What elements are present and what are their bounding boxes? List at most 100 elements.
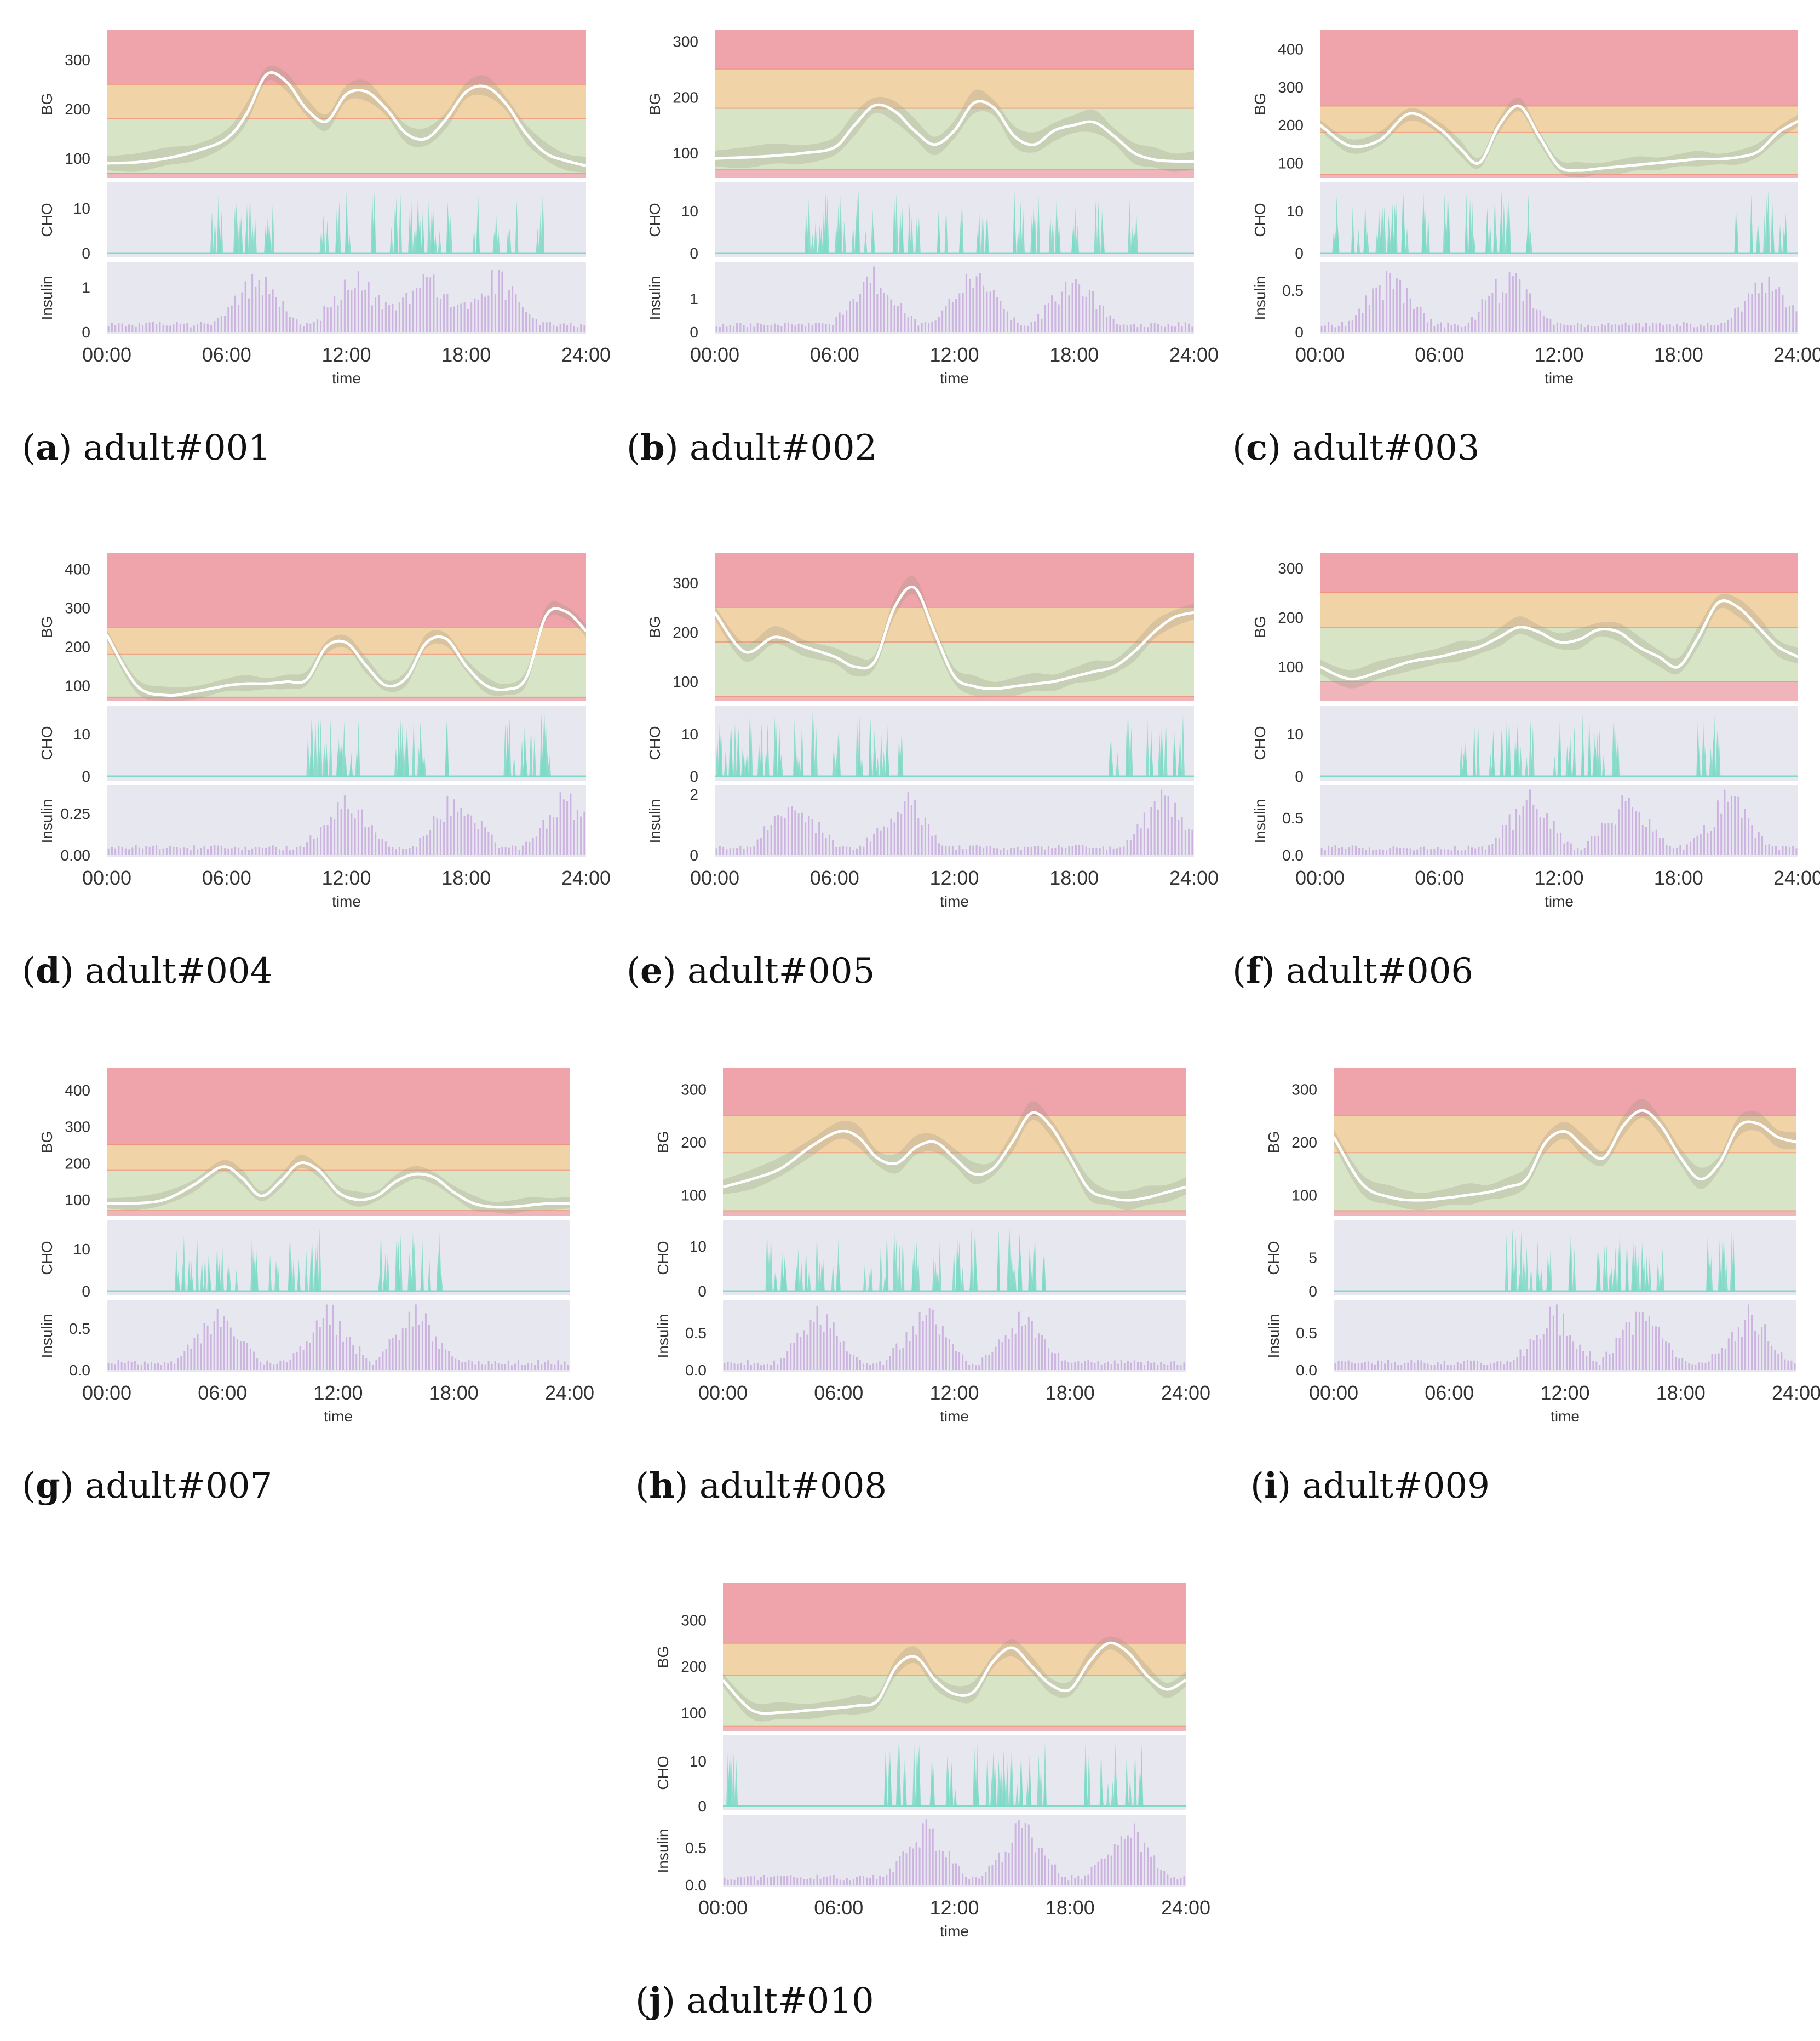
bg-tick-label-g-1: 200 xyxy=(65,1155,90,1172)
insulin-bar-j-100 xyxy=(1054,1864,1057,1885)
insulin-bar-d-64 xyxy=(326,825,329,855)
insulin-bar-e-21 xyxy=(787,807,789,855)
cho-spike-i-3-0 xyxy=(1539,1266,1543,1291)
insulin-bar-i-83 xyxy=(1609,1354,1611,1370)
cho-spike-j-8-5 xyxy=(998,1785,1002,1806)
insulin-bar-d-137 xyxy=(576,810,578,855)
insulin-bar-b-30 xyxy=(818,323,820,332)
cho-spike-b-10-3 xyxy=(1016,231,1020,253)
insulin-bar-h-121 xyxy=(1123,1363,1126,1370)
insulin-bar-g-33 xyxy=(216,1309,219,1370)
insulin-bar-f-8 xyxy=(1348,847,1350,855)
insulin-bar-e-11 xyxy=(753,846,755,855)
insulin-bar-b-136 xyxy=(1181,326,1183,332)
insulin-bar-i-78 xyxy=(1592,1361,1594,1370)
cho-spike-g-8-2 xyxy=(305,1251,308,1291)
insulin-bar-h-9 xyxy=(753,1363,755,1370)
insulin-bar-a-37 xyxy=(234,295,236,332)
insulin-bar-c-133 xyxy=(1775,289,1777,332)
insulin-bar-a-97 xyxy=(439,299,441,332)
insulin-bar-b-49 xyxy=(883,293,885,332)
insulin-bar-d-109 xyxy=(480,821,483,855)
insulin-bar-c-102 xyxy=(1669,324,1671,332)
insulin-bar-a-33 xyxy=(220,316,222,332)
insulin-bar-i-34 xyxy=(1446,1365,1449,1370)
bg-zone-hyper-severe-f xyxy=(1320,553,1798,593)
insulin-tick-label-g-1: 0.5 xyxy=(69,1320,90,1337)
insulin-bar-h-52 xyxy=(895,1343,898,1370)
bg-zone-hypo-d xyxy=(107,697,586,701)
bg-zone-hyper-f xyxy=(1320,593,1798,627)
insulin-bar-a-106 xyxy=(470,302,473,332)
insulin-plot-area-j xyxy=(723,1815,1186,1887)
insulin-bar-b-97 xyxy=(1047,303,1049,332)
insulin-bar-b-16 xyxy=(770,325,772,332)
cho-spike-h-9-4 xyxy=(916,1258,920,1291)
insulin-bar-h-85 xyxy=(1004,1335,1007,1370)
bg-zone-hypo-i xyxy=(1334,1211,1796,1216)
insulin-tick-label-e-0: 0 xyxy=(690,847,698,864)
insulin-bar-i-125 xyxy=(1747,1304,1749,1370)
bg-tick-label-h-0: 100 xyxy=(681,1186,707,1203)
insulin-bar-j-72 xyxy=(962,1873,964,1885)
insulin-bar-f-5 xyxy=(1337,848,1340,855)
insulin-bar-c-24 xyxy=(1403,303,1405,332)
cho-spike-c-4-4 xyxy=(1388,226,1392,253)
time-xlabel-e: time xyxy=(940,893,969,910)
insulin-bar-d-88 xyxy=(409,848,411,855)
cho-ylabel-i: CHO xyxy=(1265,1241,1282,1275)
insulin-bar-d-54 xyxy=(292,849,295,855)
insulin-bar-h-94 xyxy=(1034,1338,1036,1370)
insulin-bar-a-27 xyxy=(200,322,202,332)
cho-spike-b-11-2 xyxy=(1037,194,1041,253)
insulin-bar-j-2 xyxy=(730,1879,732,1885)
cho-spike-i-7-2 xyxy=(1625,1243,1629,1291)
insulin-bar-a-136 xyxy=(573,326,575,332)
cho-ylabel-h: CHO xyxy=(654,1241,671,1275)
insulin-bar-d-17 xyxy=(165,847,168,855)
insulin-bar-i-92 xyxy=(1638,1311,1640,1370)
insulin-bar-i-90 xyxy=(1632,1334,1634,1370)
insulin-bar-b-61 xyxy=(924,322,926,332)
insulin-bar-h-43 xyxy=(866,1363,868,1370)
insulin-bar-b-19 xyxy=(780,326,783,332)
caption-text-i: adult#009 xyxy=(1302,1466,1490,1506)
insulin-bar-c-42 xyxy=(1464,326,1466,332)
insulin-bar-d-16 xyxy=(162,848,164,855)
insulin-bar-f-116 xyxy=(1716,800,1719,855)
insulin-bar-c-27 xyxy=(1413,309,1415,332)
insulin-bar-g-56 xyxy=(292,1353,295,1370)
cho-spike-a-11-4 xyxy=(438,231,441,253)
insulin-bar-a-87 xyxy=(405,293,407,332)
insulin-bar-j-16 xyxy=(777,1875,779,1885)
insulin-bar-h-119 xyxy=(1117,1363,1119,1370)
insulin-bar-f-123 xyxy=(1741,818,1743,855)
insulin-bar-e-9 xyxy=(746,846,748,855)
insulin-bar-i-111 xyxy=(1701,1362,1703,1370)
cho-spike-c-13-2 xyxy=(1735,210,1739,253)
bg-ylabel-i: BG xyxy=(1265,1131,1282,1153)
insulin-bar-c-120 xyxy=(1730,318,1732,332)
time-tick-label-a-0: 00:00 xyxy=(82,343,131,366)
time-xlabel-a: time xyxy=(332,370,361,387)
insulin-bar-h-90 xyxy=(1021,1326,1023,1370)
cho-spike-j-9-1 xyxy=(1010,1756,1014,1806)
insulin-bar-i-38 xyxy=(1460,1363,1462,1370)
insulin-bar-f-10 xyxy=(1354,845,1357,855)
cho-spike-c-1-0 xyxy=(1357,230,1360,253)
cho-spike-a-4-2 xyxy=(325,220,329,253)
insulin-tick-label-i-1: 0.5 xyxy=(1296,1325,1317,1341)
insulin-bar-b-105 xyxy=(1075,279,1077,332)
bg-zone-hyper-h xyxy=(723,1115,1186,1153)
insulin-bar-j-21 xyxy=(793,1877,795,1885)
insulin-bar-j-108 xyxy=(1081,1879,1083,1885)
cho-spike-j-15-2 xyxy=(1125,1754,1129,1806)
insulin-bar-g-85 xyxy=(388,1339,391,1370)
cho-tick-label-j-1: 10 xyxy=(690,1753,707,1770)
insulin-bar-b-128 xyxy=(1153,323,1156,332)
bg-mean-line-f xyxy=(1320,599,1798,681)
insulin-bar-b-77 xyxy=(979,273,981,332)
caption-label-i: i xyxy=(1264,1465,1278,1506)
cho-spike-i-7-3 xyxy=(1618,1228,1622,1291)
